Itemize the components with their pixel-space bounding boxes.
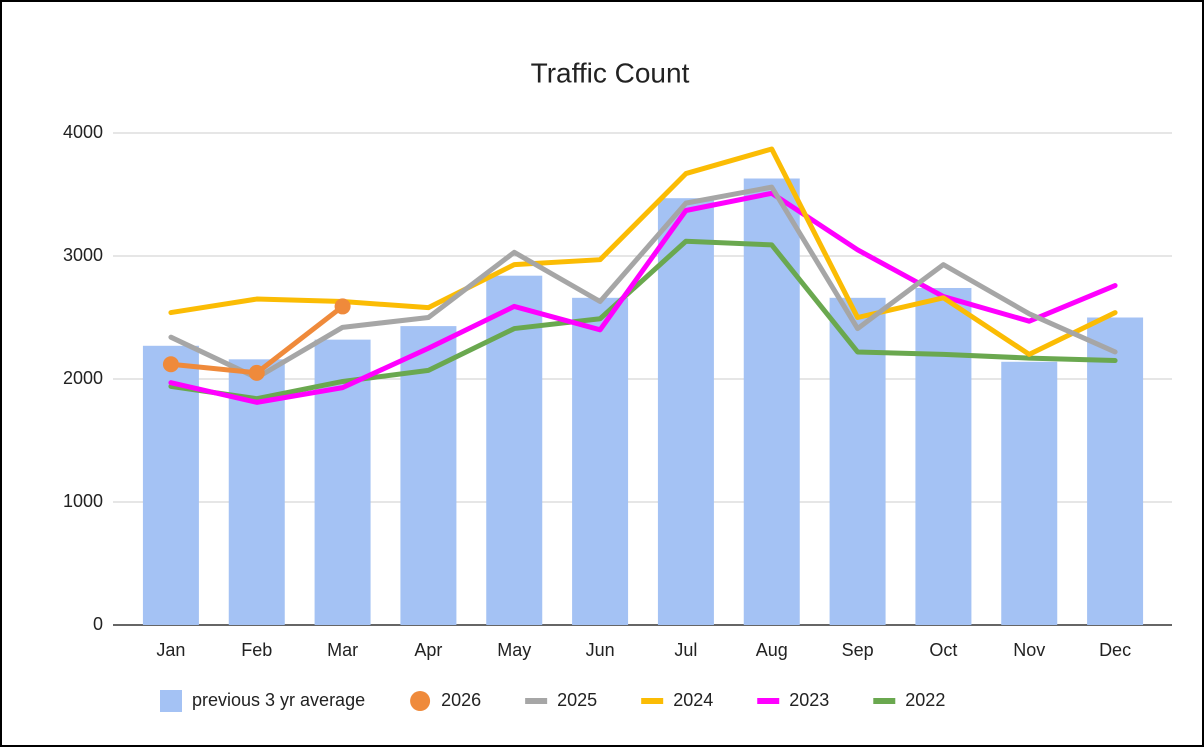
bar [829, 297, 886, 625]
legend-swatch [160, 690, 182, 712]
line [168, 238, 1118, 402]
bar [142, 345, 199, 625]
bar [400, 326, 457, 625]
point [162, 356, 179, 373]
legend-item: 2024 [673, 690, 713, 710]
bar [486, 275, 543, 625]
legend-item: 2022 [905, 690, 945, 710]
x-tick-label: Jan [156, 640, 185, 660]
x-tick-label: Feb [241, 640, 272, 660]
y-tick-label: 1000 [63, 491, 103, 511]
point [248, 364, 265, 381]
line [168, 190, 1118, 405]
legend-label: 2025 [557, 690, 597, 710]
bar [572, 297, 629, 625]
y-tick-label: 4000 [63, 122, 103, 142]
legend-item: 2023 [789, 690, 829, 710]
legend-label: 2023 [789, 690, 829, 710]
x-tick-label: Dec [1099, 640, 1131, 660]
chart-title: Traffic Count [531, 57, 690, 88]
line [168, 184, 1118, 381]
x-tick-label: May [497, 640, 531, 660]
legend-label: 2022 [905, 690, 945, 710]
legend-item: 2026 [410, 690, 481, 711]
x-tick-label: Jun [586, 640, 615, 660]
legend-item: previous 3 yr average [160, 690, 365, 712]
legend-label: 2026 [441, 690, 481, 710]
bar [1001, 361, 1058, 625]
x-tick-label: Apr [414, 640, 442, 660]
y-tick-label: 0 [93, 614, 103, 634]
bar [657, 198, 714, 625]
x-tick-label: Mar [327, 640, 358, 660]
bar [1087, 317, 1144, 625]
y-tick-label: 3000 [63, 245, 103, 265]
legend-item: 2025 [557, 690, 597, 710]
x-tick-label: Nov [1013, 640, 1045, 660]
bar [743, 178, 800, 625]
x-tick-label: Jul [674, 640, 697, 660]
bar [915, 287, 972, 625]
x-tick-label: Aug [756, 640, 788, 660]
legend-label: previous 3 yr average [192, 690, 365, 710]
line [168, 146, 1118, 357]
point [334, 298, 351, 315]
x-tick-label: Oct [929, 640, 957, 660]
legend-swatch [410, 691, 431, 711]
legend-label: 2024 [673, 690, 713, 710]
y-tick-label: 2000 [63, 368, 103, 388]
x-tick-label: Sep [842, 640, 874, 660]
